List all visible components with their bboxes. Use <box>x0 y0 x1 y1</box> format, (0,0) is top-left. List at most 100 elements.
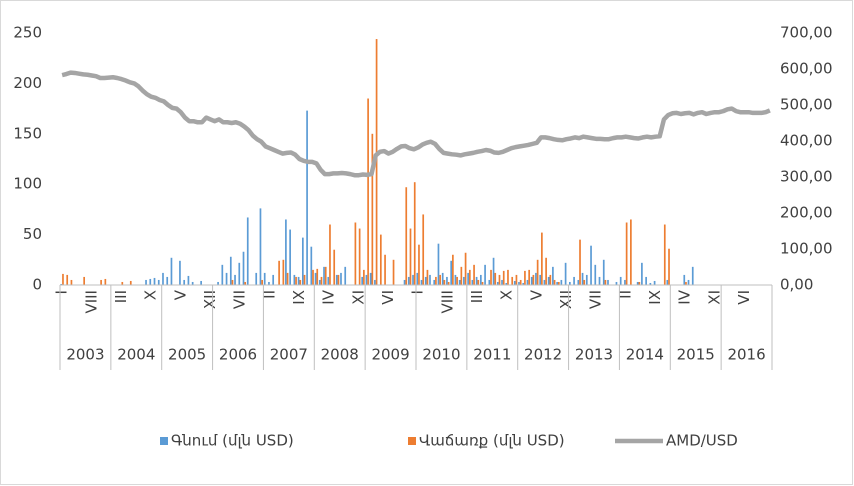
x-tick-label: X <box>498 290 516 300</box>
x-tick-label: IX <box>290 290 308 305</box>
bar <box>460 266 463 285</box>
x-tick-label: VIII <box>82 290 100 314</box>
bar <box>443 279 446 285</box>
bar <box>295 276 297 285</box>
bar <box>200 280 202 285</box>
bar <box>583 279 586 285</box>
year-label: 2009 <box>371 346 409 364</box>
bar <box>409 228 412 285</box>
bar <box>649 282 652 285</box>
bar <box>234 274 236 285</box>
bar <box>371 133 374 285</box>
bar <box>653 280 656 285</box>
bar <box>191 281 194 285</box>
x-tick-label: III <box>112 290 130 303</box>
bar <box>429 274 431 285</box>
bar <box>369 272 372 285</box>
year-label: 2004 <box>117 346 155 364</box>
bar <box>454 274 457 285</box>
bar <box>604 279 607 285</box>
year-label: 2003 <box>66 346 104 364</box>
bar <box>221 264 224 285</box>
bar <box>581 272 584 285</box>
bar <box>477 279 480 285</box>
bar <box>515 274 518 285</box>
bar <box>475 276 478 285</box>
x-tick-label: II <box>260 290 278 299</box>
bar <box>324 266 327 285</box>
year-label: 2015 <box>677 346 715 364</box>
bar <box>333 249 336 285</box>
bar <box>83 276 86 285</box>
year-label: 2007 <box>270 346 308 364</box>
x-tick-label: V <box>171 289 189 300</box>
bar <box>384 254 386 285</box>
bar <box>471 279 474 285</box>
bar <box>560 279 563 285</box>
bar <box>481 281 484 285</box>
bar <box>422 214 425 285</box>
bar <box>501 279 503 285</box>
bar <box>441 272 444 285</box>
bar <box>683 274 686 285</box>
bar <box>450 260 453 285</box>
bar <box>524 270 526 285</box>
y-tick-label: 50 <box>23 225 42 243</box>
x-tick-label: II <box>616 290 634 299</box>
x-tick-label: VI <box>379 290 397 305</box>
bar <box>310 246 313 285</box>
bar <box>405 187 408 285</box>
x-tick-label: VIII <box>438 290 456 314</box>
bar <box>439 274 442 285</box>
bar <box>498 274 501 285</box>
year-label: 2012 <box>524 346 562 364</box>
bar <box>526 279 529 285</box>
bar <box>513 280 516 285</box>
bar <box>666 279 669 285</box>
bar <box>297 276 300 285</box>
bar <box>624 279 626 285</box>
x-tick-label: V <box>527 289 545 300</box>
bar <box>121 281 124 285</box>
legend-swatch <box>160 437 168 445</box>
bar <box>668 248 670 285</box>
y-tick-label: 250 <box>13 24 42 42</box>
bar <box>179 260 181 285</box>
bar <box>363 269 365 285</box>
bar <box>286 272 289 285</box>
bar <box>488 279 491 285</box>
bar <box>492 257 495 285</box>
bar <box>573 276 575 285</box>
bar <box>312 269 314 285</box>
bar <box>306 110 308 285</box>
bar <box>367 98 369 286</box>
bar <box>663 224 666 285</box>
x-tick-label: VII <box>587 290 605 309</box>
bar <box>354 222 357 285</box>
bar <box>246 217 249 285</box>
bar <box>598 276 601 285</box>
bar <box>543 279 546 285</box>
bar <box>299 279 302 285</box>
bar <box>687 279 690 285</box>
legend-swatch <box>408 437 416 445</box>
x-tick-label: IX <box>646 290 664 305</box>
bar <box>685 281 687 285</box>
year-label: 2005 <box>168 346 206 364</box>
bar <box>289 229 291 285</box>
bar <box>374 279 376 285</box>
bar <box>468 269 471 285</box>
bar <box>607 279 609 285</box>
bar <box>518 281 520 285</box>
bar <box>238 262 241 285</box>
y-tick-label: 200 <box>13 74 42 92</box>
y2-tick-label: 600,00 <box>780 60 833 78</box>
bar <box>268 281 270 285</box>
bar <box>314 272 317 285</box>
bar <box>229 256 232 285</box>
bar <box>375 39 378 285</box>
bar <box>316 268 319 285</box>
bar <box>547 276 550 285</box>
bar <box>217 281 219 285</box>
bar <box>149 278 152 285</box>
